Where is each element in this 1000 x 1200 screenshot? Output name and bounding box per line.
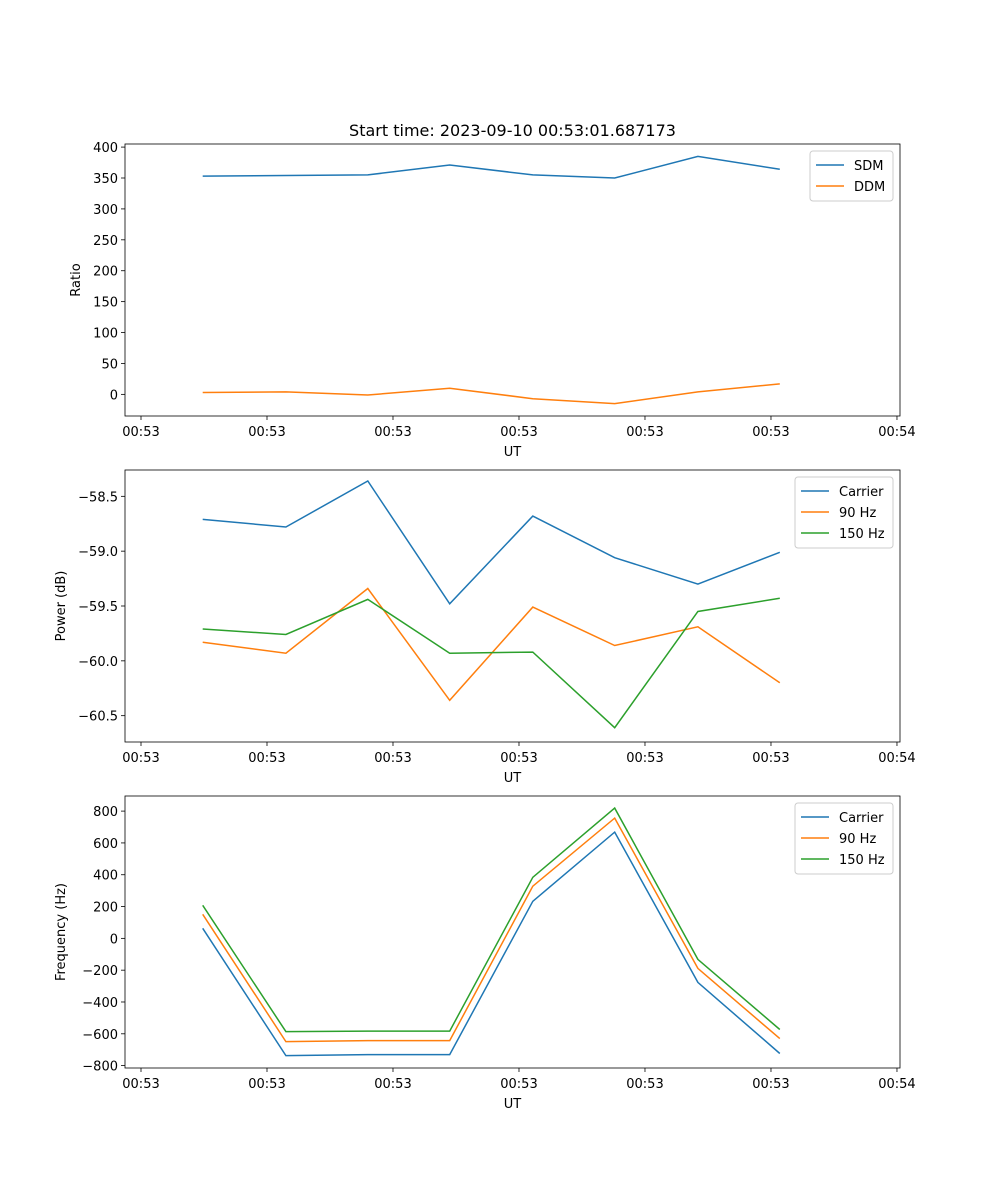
x-tick-label: 00:53 [248,425,285,440]
y-axis-label: Ratio [69,263,84,296]
y-tick-label: −60.0 [78,655,118,670]
legend-label: SDM [854,159,883,174]
legend-label: 150 Hz [839,527,885,542]
x-tick-label: 00:54 [878,425,915,440]
series-line-carrier [202,830,781,1057]
axes-frame [124,143,901,417]
y-tick-label: 600 [93,837,118,852]
legend-box [794,802,894,875]
x-tick-label: 00:53 [122,1077,159,1092]
legend: SDM DDM [809,150,894,202]
legend-label: DDM [854,180,885,195]
x-tick-label: 00:53 [500,751,537,766]
subplot-3: 00:53 00:53 00:53 00:53 00:53 00:53 00:54 800 60… [54,795,916,1112]
y-tick-label: −800 [82,1060,118,1075]
y-tick-label: 200 [93,901,118,916]
subplot-1: Start time: 2023-09-10 00:53:01.68717300… [69,121,916,460]
x-tick-label: 00:53 [122,425,159,440]
legend-label: 150 Hz [839,853,885,868]
y-tick-label: −200 [82,964,118,979]
y-axis-label: Power (dB) [54,571,69,642]
legend-label: Carrier [839,811,884,826]
x-tick-label: 00:53 [626,751,663,766]
series-line-90-hz [202,587,781,702]
y-tick-label: 400 [93,869,118,884]
x-tick-label: 00:53 [248,1077,285,1092]
y-tick-label: 0 [110,388,118,403]
y-tick-label: −60.5 [78,710,118,725]
legend: Carrier 90 Hz 150 Hz [794,802,894,875]
x-tick-label: 00:53 [374,1077,411,1092]
x-tick-label: 00:53 [500,1077,537,1092]
legend: Carrier 90 Hz 150 Hz [794,476,894,549]
x-tick-label: 00:54 [878,1077,915,1092]
y-axis-label: Frequency (Hz) [54,883,69,981]
legend-label: 90 Hz [839,832,876,847]
x-axis-label: UT [504,1097,522,1112]
series-line-150-hz [202,806,781,1033]
axes-frame [124,469,901,743]
x-tick-label: 00:53 [374,751,411,766]
y-tick-label: 0 [110,932,118,947]
x-tick-label: 00:53 [626,1077,663,1092]
y-tick-label: 350 [93,172,118,187]
x-tick-label: 00:53 [626,425,663,440]
x-axis-label: UT [504,771,522,786]
x-tick-label: 00:53 [752,425,789,440]
series-line-90-hz [202,816,781,1043]
axes-frame [124,795,901,1069]
x-tick-label: 00:53 [248,751,285,766]
y-tick-label: 200 [93,265,118,280]
legend-box [794,476,894,549]
x-tick-label: 00:53 [752,751,789,766]
x-tick-label: 00:53 [122,751,159,766]
series-line-ddm [202,383,780,405]
y-tick-label: 250 [93,234,118,249]
subplot-2: 00:53 00:53 00:53 00:53 00:53 00:53 00:54 −58.5… [54,469,916,786]
y-tick-label: 150 [93,296,118,311]
chart-title: Start time: 2023-09-10 00:53:01.687173 [349,121,676,140]
legend-box [809,150,894,202]
series-line-sdm [202,155,780,179]
y-tick-label: 300 [93,203,118,218]
x-tick-label: 00:53 [752,1077,789,1092]
legend-label: 90 Hz [839,506,876,521]
y-tick-label: 100 [93,327,118,342]
y-tick-label: 50 [101,357,118,372]
x-axis-label: UT [504,445,522,460]
x-tick-label: 00:53 [500,425,537,440]
legend-label: Carrier [839,485,884,500]
y-tick-label: −58.5 [78,490,118,505]
y-tick-label: −600 [82,1028,118,1043]
series-line-carrier [202,480,781,605]
y-tick-label: 800 [93,805,118,820]
series-line-150-hz [202,597,780,729]
y-tick-label: −59.5 [78,600,118,615]
y-tick-label: 400 [93,141,118,156]
x-tick-label: 00:53 [374,425,411,440]
x-tick-label: 00:54 [878,751,915,766]
y-tick-label: −400 [82,996,118,1011]
y-tick-label: −59.0 [78,545,118,560]
